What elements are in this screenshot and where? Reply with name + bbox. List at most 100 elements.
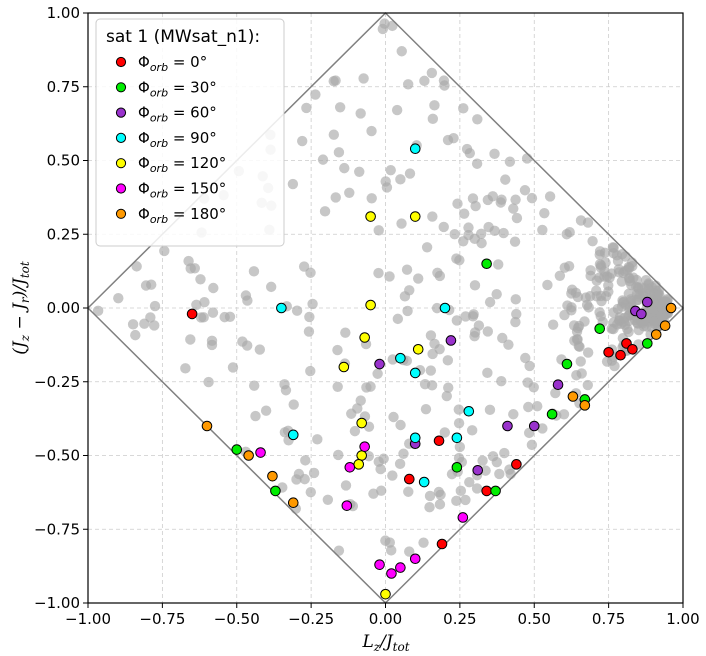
- gray-point: [330, 192, 341, 203]
- legend-marker-5: [115, 183, 127, 194]
- series-3-point-0: [409, 143, 421, 154]
- gray-point: [404, 168, 416, 179]
- gray-point: [373, 225, 384, 236]
- gray-point: [510, 316, 521, 328]
- gray-point: [340, 327, 351, 338]
- gray-point: [438, 221, 449, 233]
- series-1-point-0: [481, 258, 492, 270]
- series-3-point-3: [395, 352, 406, 364]
- gray-point: [224, 311, 236, 322]
- x-tick-label-7: 0.75: [592, 610, 625, 628]
- gray-point: [572, 291, 584, 303]
- gray-point: [332, 344, 343, 356]
- series-2-point-8: [472, 464, 484, 476]
- gray-point: [554, 270, 566, 281]
- y-tick-label-4: 0.00: [47, 299, 80, 317]
- legend-marker-1: [115, 82, 127, 93]
- gray-point: [379, 18, 390, 29]
- gray-point: [185, 263, 196, 274]
- gray-point: [113, 292, 124, 304]
- gray-point: [195, 274, 206, 285]
- series-2-point-3: [374, 358, 385, 370]
- gray-point: [510, 194, 521, 205]
- gray-point: [537, 423, 548, 434]
- series-3-point-8: [418, 476, 430, 488]
- gray-point: [442, 134, 454, 146]
- gray-point: [566, 284, 578, 295]
- series-5-point-2: [359, 441, 370, 452]
- gray-point: [301, 102, 312, 114]
- gray-point: [191, 299, 202, 310]
- gray-point: [564, 226, 575, 238]
- series-6-point-6: [650, 329, 662, 340]
- gray-point: [207, 307, 219, 318]
- legend-label-5: Φorb = 150°: [138, 180, 226, 201]
- gray-point: [631, 294, 642, 306]
- gray-point: [572, 322, 584, 334]
- series-0-point-3: [511, 459, 522, 470]
- gray-point: [298, 261, 310, 272]
- gray-point: [582, 379, 593, 391]
- gray-point: [494, 468, 505, 480]
- gray-point: [366, 193, 377, 204]
- gray-point: [427, 211, 438, 222]
- gray-point: [432, 267, 443, 278]
- gray-point: [395, 174, 406, 185]
- series-6-point-5: [579, 400, 591, 411]
- series-2-point-4: [445, 335, 457, 346]
- legend-label-4: Φorb = 120°: [138, 154, 226, 175]
- gray-point: [127, 319, 139, 330]
- series-1-point-6: [490, 485, 501, 497]
- gray-point: [460, 494, 471, 506]
- gray-point: [403, 486, 414, 497]
- gray-point: [317, 154, 329, 165]
- gray-point: [248, 380, 260, 391]
- gray-point: [591, 291, 602, 302]
- gray-point: [510, 294, 521, 305]
- series-5-point-7: [409, 553, 421, 565]
- series-3-point-6: [409, 432, 421, 444]
- gray-point: [477, 455, 488, 466]
- gray-point: [544, 191, 556, 202]
- gray-point: [439, 427, 450, 438]
- gray-point: [427, 348, 438, 360]
- series-6-point-7: [659, 320, 671, 332]
- gray-point: [469, 233, 480, 245]
- gray-point: [484, 296, 496, 308]
- gray-point: [206, 339, 218, 351]
- gray-point: [373, 267, 384, 279]
- gray-point: [392, 313, 404, 325]
- gray-point: [368, 488, 379, 499]
- gray-point: [139, 318, 150, 329]
- gray-point: [312, 434, 323, 445]
- gray-point: [300, 455, 311, 466]
- series-0-point-7: [615, 349, 626, 361]
- series-4-point-7: [356, 450, 368, 461]
- series-4-point-0: [365, 211, 376, 222]
- gray-point: [332, 381, 343, 392]
- gray-point: [344, 187, 355, 198]
- gray-point: [248, 266, 260, 277]
- series-3-point-5: [463, 405, 475, 417]
- series-6-point-0: [201, 420, 213, 432]
- gray-point: [451, 495, 462, 507]
- gray-point: [333, 545, 345, 556]
- gray-point: [365, 381, 376, 392]
- legend-label-6: Φorb = 180°: [138, 205, 226, 226]
- series-2-point-5: [502, 420, 513, 432]
- gray-point: [291, 474, 302, 485]
- gray-point: [394, 458, 406, 470]
- gray-point: [591, 275, 602, 286]
- gray-point: [380, 535, 391, 546]
- gray-point: [297, 135, 308, 147]
- gray-point: [454, 441, 466, 453]
- gray-point: [454, 254, 465, 266]
- series-3-point-4: [409, 367, 421, 379]
- gray-point: [463, 222, 474, 233]
- gray-point: [340, 480, 352, 491]
- x-tick-label-8: 1.00: [666, 610, 699, 628]
- gray-point: [469, 280, 481, 291]
- legend-box: [95, 18, 285, 247]
- gray-point: [493, 259, 504, 270]
- legend-label-0: Φorb = 0°: [138, 53, 207, 74]
